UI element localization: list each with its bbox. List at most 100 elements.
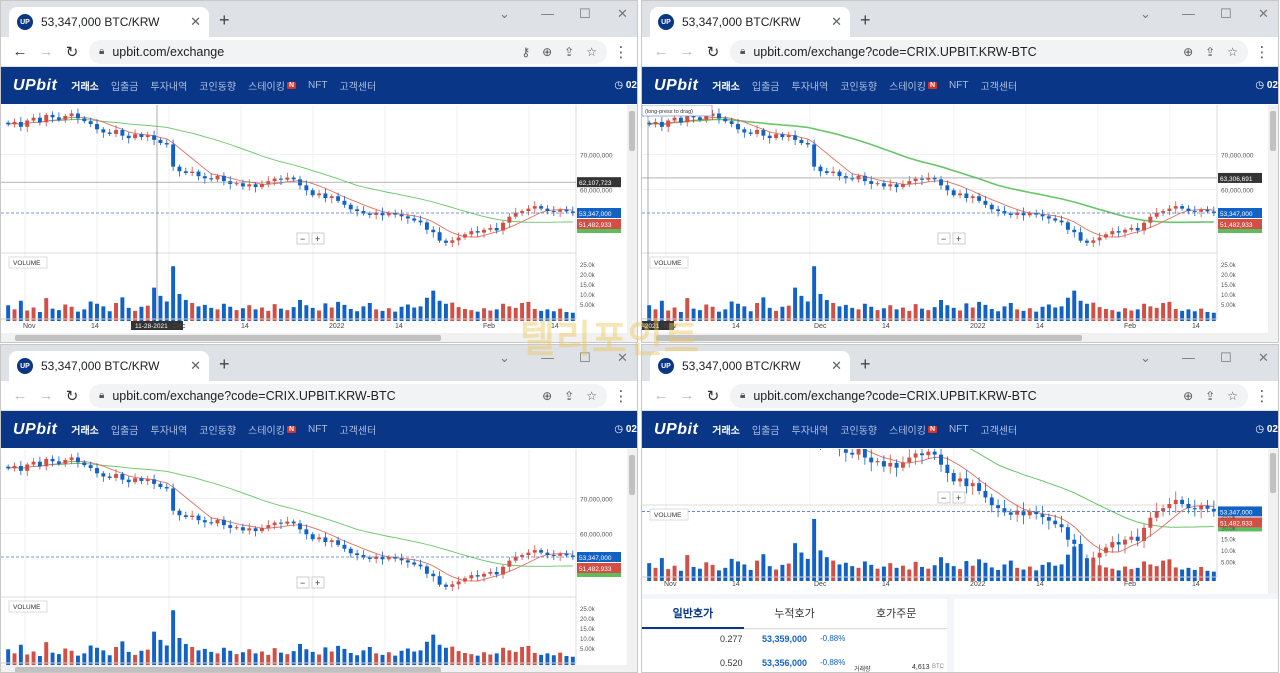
key-icon[interactable]: ⚷ [521,44,531,59]
close-window-icon[interactable]: ✕ [1258,350,1269,365]
star-icon[interactable]: ☆ [1227,388,1238,403]
lock-icon[interactable]: 🔒︎ [99,46,105,57]
omnibox[interactable]: 🔒︎ upbit.com/exchange?code=CRIX.UPBIT.KRW… [730,383,1248,408]
star-icon[interactable]: ☆ [586,44,597,59]
maximize-icon[interactable]: ☐ [1220,6,1232,21]
zoom-icon[interactable]: ⊕ [1183,388,1194,403]
chart-svg[interactable]: 70,000,000 60,000,000 53,347,000 51,482,933… [1,105,637,343]
vertical-scrollbar-thumb[interactable] [1270,453,1276,493]
minimize-icon[interactable]: — [1182,350,1195,365]
close-tab-icon[interactable]: ✕ [831,14,842,29]
nav-item-0[interactable]: 거래소 [712,422,740,437]
price-chart[interactable]: 70,000,000 60,000,000 53,347,000 51,482,933… [1,105,637,343]
share-icon[interactable]: ⇪ [564,44,575,59]
omnibox[interactable]: 🔒︎ upbit.com/exchange?code=CRIX.UPBIT.KRW… [730,39,1248,64]
scrollbar-thumb[interactable] [656,335,1082,341]
price-chart[interactable]: 70,000,000 60,000,000 53,347,000 51,482,933… [1,449,637,673]
star-icon[interactable]: ☆ [586,388,597,403]
nav-item-6[interactable]: 고객센터 [339,78,376,93]
share-icon[interactable]: ⇪ [1205,388,1216,403]
orderbook-tab-0[interactable]: 일반호가 [642,599,744,629]
browser-tab[interactable]: UP 53,347,000 BTC/KRW ✕ [650,351,850,381]
vertical-scrollbar[interactable] [627,449,637,673]
chevron-down-icon[interactable]: ⌄ [499,6,510,21]
maximize-icon[interactable]: ☐ [579,6,591,21]
zoom-out-button[interactable]: − [937,491,951,504]
nav-item-5[interactable]: NFT [949,80,968,91]
nav-item-3[interactable]: 코인동향 [840,78,877,93]
nav-item-3[interactable]: 코인동향 [199,422,236,437]
omnibox[interactable]: 🔒︎ upbit.com/exchange ⚷ ⊕ ⇪ ☆ [89,39,607,64]
vertical-scrollbar[interactable] [627,105,637,343]
nav-item-2[interactable]: 투자내역 [792,78,829,93]
lock-icon[interactable]: 🔒︎ [99,390,105,401]
chevron-down-icon[interactable]: ⌄ [1140,350,1151,365]
zoom-icon[interactable]: ⊕ [1183,44,1194,59]
minimize-icon[interactable]: — [541,350,554,365]
close-window-icon[interactable]: ✕ [617,350,628,365]
nav-item-3[interactable]: 코인동향 [199,78,236,93]
close-tab-icon[interactable]: ✕ [190,14,201,29]
nav-item-5[interactable]: NFT [949,424,968,435]
nav-item-0[interactable]: 거래소 [71,422,99,437]
zoom-out-button[interactable]: − [296,576,310,589]
scrollbar-thumb[interactable] [15,667,441,673]
chevron-down-icon[interactable]: ⌄ [499,350,510,365]
nav-item-6[interactable]: 고객센터 [339,422,376,437]
zoom-icon[interactable]: ⊕ [542,388,553,403]
browser-menu-icon[interactable]: ⋮ [613,43,629,61]
chart-svg[interactable]: 53,347,000 51,482,933 − + VOLUME 25.0k 20.0k 15… [642,449,1278,595]
lock-icon[interactable]: 🔒︎ [740,390,746,401]
nav-item-4[interactable]: 스테이킹 N [889,78,937,93]
upbit-logo[interactable]: UPbit [13,76,58,94]
browser-menu-icon[interactable]: ⋮ [1254,387,1270,405]
close-tab-icon[interactable]: ✕ [831,358,842,373]
vertical-scrollbar[interactable] [1268,105,1278,343]
nav-item-0[interactable]: 거래소 [71,78,99,93]
back-button[interactable]: ← [12,43,28,60]
new-tab-button[interactable]: + [860,10,871,30]
share-icon[interactable]: ⇪ [564,388,575,403]
browser-tab[interactable]: UP 53,347,000 BTC/KRW ✕ [9,7,209,37]
chart-svg[interactable]: 70,000,000 60,000,000 53,347,000 51,482,933… [1,449,637,673]
orderbook-row[interactable]: 0.277 53,359,000 -0.88% [642,630,947,650]
nav-item-1[interactable]: 입출금 [752,78,780,93]
zoom-out-button[interactable]: − [296,232,310,245]
url-text[interactable]: upbit.com/exchange [112,44,225,59]
close-window-icon[interactable]: ✕ [617,6,628,21]
vertical-scrollbar-thumb[interactable] [629,455,635,495]
reload-button[interactable]: ↻ [65,43,79,61]
close-tab-icon[interactable]: ✕ [190,358,201,373]
share-icon[interactable]: ⇪ [1205,44,1216,59]
back-button[interactable]: ← [653,387,669,404]
maximize-icon[interactable]: ☐ [1220,350,1232,365]
nav-item-6[interactable]: 고객센터 [980,422,1017,437]
minimize-icon[interactable]: — [541,6,554,21]
omnibox[interactable]: 🔒︎ upbit.com/exchange?code=CRIX.UPBIT.KRW… [89,383,607,408]
url-text[interactable]: upbit.com/exchange?code=CRIX.UPBIT.KRW-B… [753,44,1037,59]
orderbook-tab-2[interactable]: 호가주문 [845,599,948,629]
nav-item-1[interactable]: 입출금 [111,78,139,93]
orderbook-tab-1[interactable]: 누적호가 [743,599,846,629]
url-text[interactable]: upbit.com/exchange?code=CRIX.UPBIT.KRW-B… [753,388,1037,403]
zoom-in-button[interactable]: + [952,491,966,504]
browser-tab[interactable]: UP 53,347,000 BTC/KRW ✕ [9,351,209,381]
chart-svg[interactable]: 70,000,000 60,000,000 53,347,000 51,482,933… [642,105,1278,343]
nav-item-4[interactable]: 스테이킹 N [889,422,937,437]
maximize-icon[interactable]: ☐ [579,350,591,365]
upbit-logo[interactable]: UPbit [654,76,699,94]
nav-item-6[interactable]: 고객센터 [980,78,1017,93]
nav-item-2[interactable]: 투자내역 [151,78,188,93]
star-icon[interactable]: ☆ [1227,44,1238,59]
browser-menu-icon[interactable]: ⋮ [1254,43,1270,61]
upbit-logo[interactable]: UPbit [654,420,699,438]
reload-button[interactable]: ↻ [706,43,720,61]
zoom-in-button[interactable]: + [311,576,325,589]
new-tab-button[interactable]: + [860,354,871,374]
forward-button[interactable]: → [38,43,54,60]
nav-item-2[interactable]: 투자내역 [792,422,829,437]
reload-button[interactable]: ↻ [65,387,79,405]
zoom-icon[interactable]: ⊕ [542,44,553,59]
url-text[interactable]: upbit.com/exchange?code=CRIX.UPBIT.KRW-B… [112,388,396,403]
nav-item-4[interactable]: 스테이킹 N [248,422,296,437]
